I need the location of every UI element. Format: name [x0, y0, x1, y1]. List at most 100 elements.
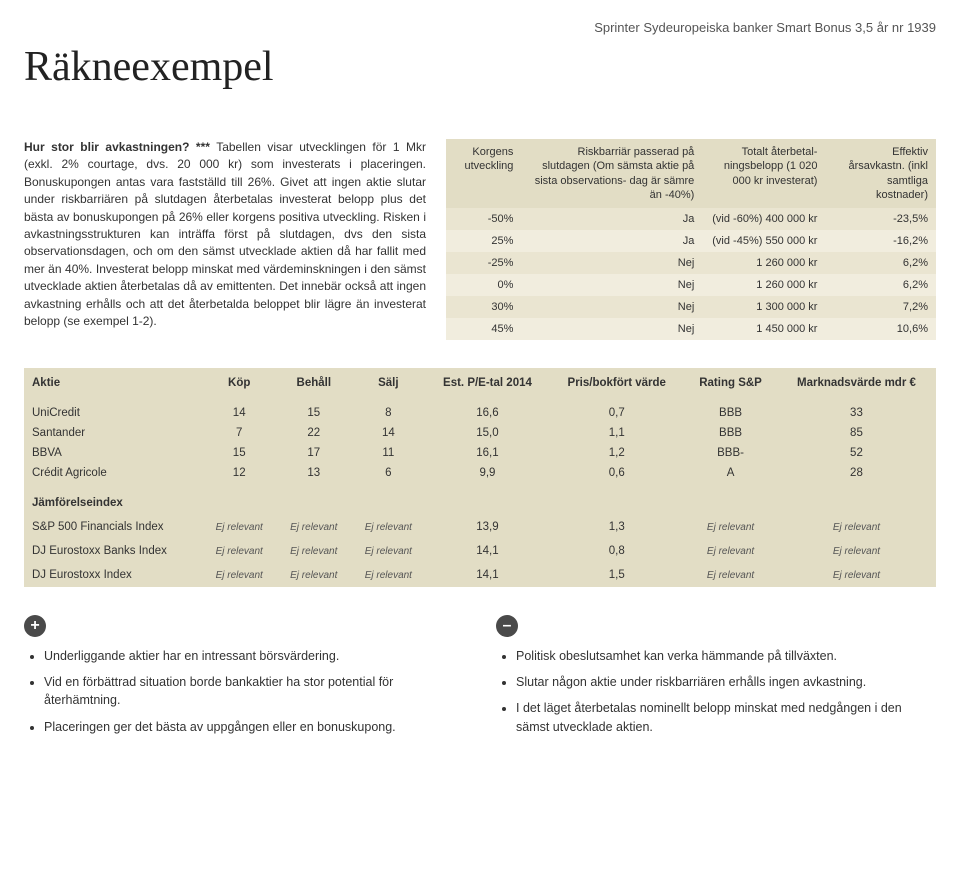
cell: Ej relevant [351, 515, 426, 539]
list-item: Politisk obeslutsamhet kan verka hämmand… [516, 647, 936, 665]
cell: 12 [202, 463, 277, 483]
cell: Ej relevant [777, 563, 936, 587]
cell: DJ Eurostoxx Index [24, 563, 202, 587]
cell: 17 [276, 443, 351, 463]
cell: 11 [351, 443, 426, 463]
cons-column: – Politisk obeslutsamhet kan verka hämma… [496, 615, 936, 744]
cell: Ej relevant [202, 563, 277, 587]
table-row: Jämförelseindex [24, 483, 936, 515]
cell: S&P 500 Financials Index [24, 515, 202, 539]
list-item: Placeringen ger det bästa av uppgången e… [44, 718, 464, 736]
cell: Nej [521, 252, 702, 274]
table-row: DJ Eurostoxx Banks IndexEj relevantEj re… [24, 539, 936, 563]
cell: 25% [446, 230, 521, 252]
stocks-th-2: Köp [202, 368, 277, 403]
intro-section: Hur stor blir avkastningen? *** Tabellen… [24, 139, 936, 340]
cell: 52 [777, 443, 936, 463]
stocks-th-5: Est. P/E-tal 2014 [426, 368, 550, 403]
cell: 1,5 [549, 563, 684, 587]
cell: 1 260 000 kr [702, 274, 825, 296]
cell: Ej relevant [684, 539, 777, 563]
stocks-th-8: Marknadsvärde mdr € [777, 368, 936, 403]
stocks-th-4: Sälj [351, 368, 426, 403]
stocks-th-3: Behåll [276, 368, 351, 403]
cell: 15,0 [426, 423, 550, 443]
cell: 10,6% [825, 318, 936, 340]
table-row: Santander7221415,01,1BBB85 [24, 423, 936, 443]
pros-cons: + Underliggande aktier har en intressant… [24, 615, 936, 744]
cell: 14 [202, 403, 277, 423]
cell: 28 [777, 463, 936, 483]
cell: Ja [521, 208, 702, 230]
cell: Ej relevant [351, 563, 426, 587]
cell: Nej [521, 274, 702, 296]
cell: Ja [521, 230, 702, 252]
intro-heading: Hur stor blir avkastningen? *** [24, 140, 210, 154]
table-row: DJ Eurostoxx IndexEj relevantEj relevant… [24, 563, 936, 587]
cell: Nej [521, 318, 702, 340]
product-tag: Sprinter Sydeuropeiska banker Smart Bonu… [24, 20, 936, 35]
cell: (vid -60%) 400 000 kr [702, 208, 825, 230]
minus-icon: – [496, 615, 518, 637]
intro-text: Hur stor blir avkastningen? *** Tabellen… [24, 139, 426, 340]
cell: 1 300 000 kr [702, 296, 825, 318]
cell: Ej relevant [777, 515, 936, 539]
yield-th-3: Totalt återbetal- ningsbelopp (1 020 000… [702, 139, 825, 208]
cell: -50% [446, 208, 521, 230]
cell: 45% [446, 318, 521, 340]
cell: 0% [446, 274, 521, 296]
index-heading: Jämförelseindex [24, 483, 936, 515]
cell: Ej relevant [202, 515, 277, 539]
intro-body: Tabellen visar utvecklingen för 1 Mkr (e… [24, 140, 426, 328]
cell: Santander [24, 423, 202, 443]
cell: Ej relevant [276, 539, 351, 563]
cell: 14,1 [426, 539, 550, 563]
cell: -23,5% [825, 208, 936, 230]
cell: 1,2 [549, 443, 684, 463]
cell: 7,2% [825, 296, 936, 318]
table-row: BBVA15171116,11,2BBB-52 [24, 443, 936, 463]
page-title: Räkneexempel [24, 43, 936, 91]
cell: 1,3 [549, 515, 684, 539]
cell: 7 [202, 423, 277, 443]
cell: 14 [351, 423, 426, 443]
cell: Ej relevant [777, 539, 936, 563]
cell: 13 [276, 463, 351, 483]
table-row: S&P 500 Financials IndexEj relevantEj re… [24, 515, 936, 539]
table-row: -25%Nej1 260 000 kr6,2% [446, 252, 936, 274]
yield-th-2: Riskbarriär passerad på slutdagen (Om sä… [521, 139, 702, 208]
cell: (vid -45%) 550 000 kr [702, 230, 825, 252]
cell: 0,7 [549, 403, 684, 423]
cell: 1 260 000 kr [702, 252, 825, 274]
cell: Ej relevant [276, 515, 351, 539]
cell: Ej relevant [202, 539, 277, 563]
list-item: Slutar någon aktie under riskbarriären e… [516, 673, 936, 691]
list-item: Vid en förbättrad situation borde bankak… [44, 673, 464, 709]
cell: 0,6 [549, 463, 684, 483]
stocks-th-1: Aktie [24, 368, 202, 403]
list-item: I det läget återbetalas nominellt belopp… [516, 699, 936, 735]
cell: Nej [521, 296, 702, 318]
plus-icon: + [24, 615, 46, 637]
cell: 1,1 [549, 423, 684, 443]
stocks-table: Aktie Köp Behåll Sälj Est. P/E-tal 2014 … [24, 368, 936, 587]
table-row: 0%Nej1 260 000 kr6,2% [446, 274, 936, 296]
table-row: -50%Ja(vid -60%) 400 000 kr-23,5% [446, 208, 936, 230]
stocks-th-7: Rating S&P [684, 368, 777, 403]
table-row: UniCredit1415816,60,7BBB33 [24, 403, 936, 423]
yield-table: Korgens utveckling Riskbarriär passerad … [446, 139, 936, 340]
table-row: 45%Nej1 450 000 kr10,6% [446, 318, 936, 340]
cell: 8 [351, 403, 426, 423]
cell: UniCredit [24, 403, 202, 423]
cell: Ej relevant [351, 539, 426, 563]
cell: Ej relevant [684, 515, 777, 539]
cell: Ej relevant [276, 563, 351, 587]
cell: Ej relevant [684, 563, 777, 587]
cell: BBB [684, 403, 777, 423]
cell: 14,1 [426, 563, 550, 587]
cell: 33 [777, 403, 936, 423]
table-row: 25%Ja(vid -45%) 550 000 kr-16,2% [446, 230, 936, 252]
cell: 1 450 000 kr [702, 318, 825, 340]
cell: 16,1 [426, 443, 550, 463]
cell: 30% [446, 296, 521, 318]
